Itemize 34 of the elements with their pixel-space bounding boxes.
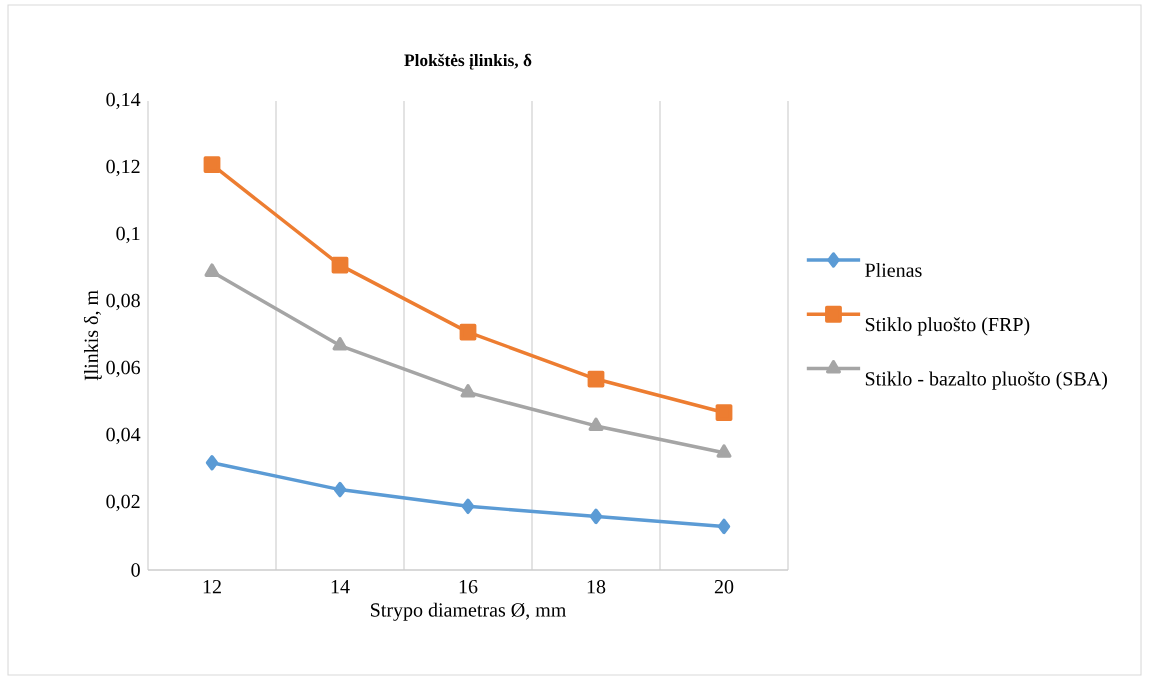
point: [587, 370, 605, 388]
x-tick-label: 14: [331, 580, 350, 594]
point: [461, 498, 475, 515]
point: [589, 508, 603, 525]
legend-label: Stiklo - bazalto pluošto (SBA): [865, 371, 1107, 390]
y-tick-label: 0,04: [106, 427, 141, 445]
point: [332, 337, 348, 351]
point: [717, 518, 731, 535]
legend-label: Stiklo pluošto (FRP): [865, 317, 1030, 336]
y-tick-label: 0,12: [106, 159, 140, 177]
y-tick-label: 0,14: [106, 92, 141, 110]
x-tick-label: 20: [714, 580, 734, 594]
y-tick-label: 0,08: [106, 293, 140, 311]
point: [588, 417, 604, 432]
y-tick-label: 0,02: [106, 494, 140, 512]
point: [333, 481, 347, 498]
point: [331, 256, 349, 274]
y-axis-title: Įlinkis δ, m: [83, 290, 102, 381]
chart-title: Plokštės įlinkis, δ: [404, 53, 532, 70]
x-axis-title: Strypo diametras Ø, mm: [371, 602, 567, 621]
x-tick-label: 16: [459, 580, 478, 594]
x-tick-label: 12: [203, 580, 221, 594]
point: [460, 384, 476, 398]
legend-label: Plienas: [865, 262, 922, 277]
y-tick-label: 0,06: [106, 360, 141, 378]
point: [715, 404, 733, 421]
y-tick-label: 0: [131, 563, 140, 577]
point: [203, 156, 221, 174]
y-tick-label: 0,1: [116, 226, 140, 244]
point: [205, 455, 219, 471]
point: [716, 444, 732, 458]
x-tick-label: 18: [587, 580, 606, 594]
point: [459, 323, 477, 341]
point: [204, 263, 220, 277]
